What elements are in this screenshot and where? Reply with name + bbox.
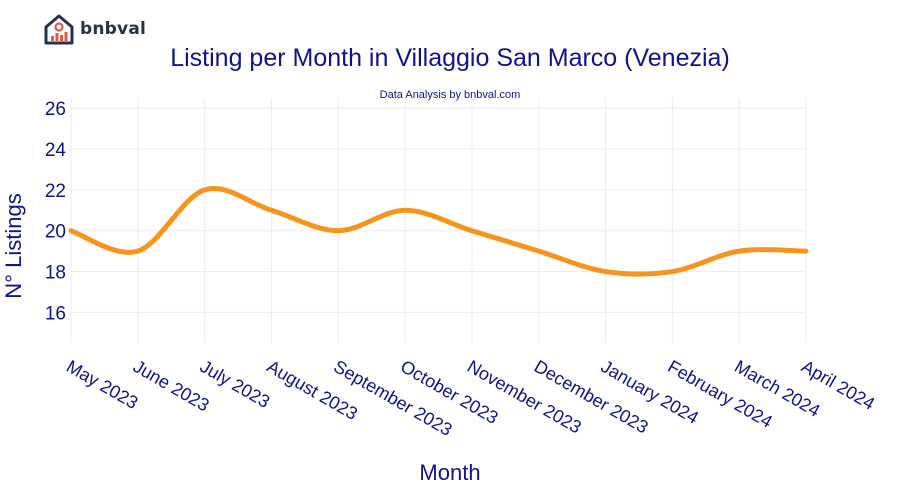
house-chart-icon <box>44 14 74 45</box>
y-tick-labels: 16 18 20 22 24 26 <box>45 99 67 324</box>
brand-name: bnbval <box>80 19 147 39</box>
y-tick-label: 16 <box>45 303 66 324</box>
y-tick-label: 22 <box>45 181 66 202</box>
x-tick-label: December 2023 <box>531 356 652 437</box>
chart-subtitle: Data Analysis by bnbval.com <box>379 89 521 101</box>
y-tick-label: 26 <box>45 99 66 120</box>
chart-title: Listing per Month in Villaggio San Marco… <box>170 44 730 72</box>
series-layer <box>68 186 809 277</box>
y-tick-label: 18 <box>45 263 66 284</box>
x-tick-label: September 2023 <box>330 356 455 440</box>
x-tick-label: May 2023 <box>63 356 141 413</box>
x-tick-label: June 2023 <box>130 356 213 415</box>
grid-layer <box>70 98 807 343</box>
brand-logo: bnbval <box>42 12 146 46</box>
x-tick-label: November 2023 <box>464 356 585 437</box>
series-line <box>68 186 809 277</box>
x-axis-label: Month <box>419 460 481 485</box>
y-tick-label: 20 <box>45 222 66 243</box>
y-tick-label: 24 <box>45 140 67 161</box>
